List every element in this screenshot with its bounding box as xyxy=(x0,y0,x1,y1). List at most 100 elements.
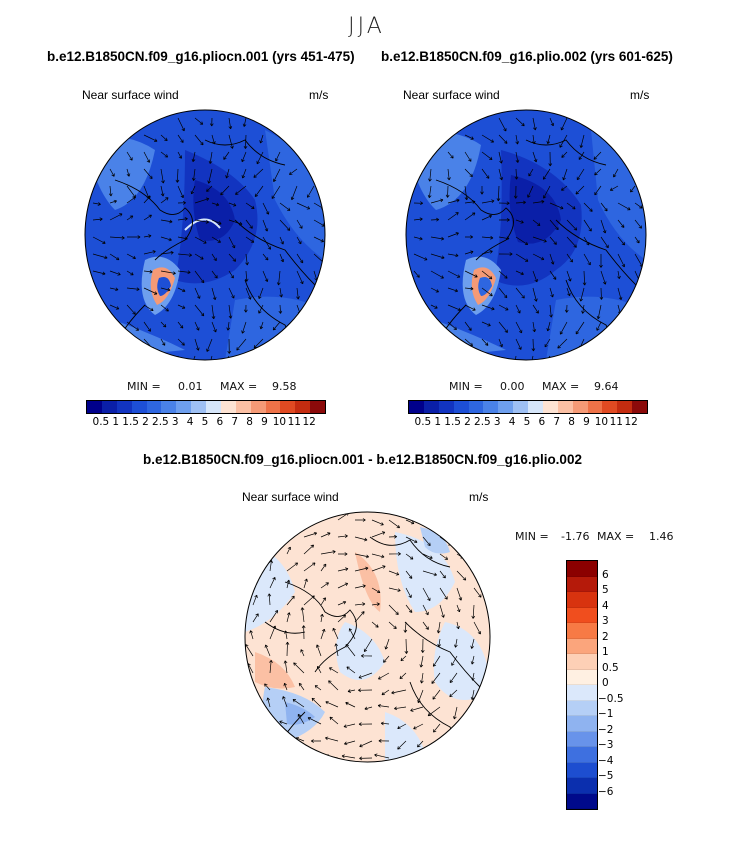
wind-vector-arrow xyxy=(515,270,524,276)
wind-vector-arrow xyxy=(422,587,431,602)
wind-vector-arrow xyxy=(439,587,448,600)
wind-vector-arrow xyxy=(447,321,457,331)
wind-vector-arrow xyxy=(600,270,607,285)
wind-vector-arrow xyxy=(419,655,424,668)
wind-vector-arrow xyxy=(431,672,441,684)
wind-vector-arrow xyxy=(289,168,298,175)
wind-vector-arrow xyxy=(464,168,473,178)
colorbar-tick-label: −4 xyxy=(598,754,614,767)
wind-vector-arrow xyxy=(422,553,433,559)
wind-vector-arrow xyxy=(341,754,356,759)
wind-vector-arrow xyxy=(439,553,449,560)
wind-vector-arrow xyxy=(481,235,494,240)
wind-vector-arrow xyxy=(413,723,424,730)
wind-vector-arrow xyxy=(594,185,602,196)
wind-vector-arrow xyxy=(358,688,373,693)
colorbar-swatch xyxy=(567,747,597,763)
wind-vector-arrow xyxy=(583,236,590,246)
wind-vector-arrow xyxy=(320,550,336,555)
wind-vector-arrow xyxy=(543,185,551,199)
colorbar-tick-label: 6 xyxy=(538,416,546,428)
wind-vector-arrow xyxy=(515,304,521,314)
wind-vector-arrow xyxy=(371,621,379,628)
wind-vector-arrow xyxy=(447,232,459,238)
wind-vector-arrow xyxy=(243,134,248,149)
wind-vector-arrow xyxy=(579,287,585,302)
wind-vector-arrow xyxy=(296,270,304,285)
wind-vector-arrow xyxy=(259,134,264,144)
wind-vector-arrow xyxy=(470,689,475,701)
colorbar-swatch xyxy=(453,401,469,413)
wind-vector-arrow xyxy=(160,236,172,242)
wind-vector-arrow xyxy=(325,736,339,742)
wind-vector-arrow xyxy=(227,338,232,354)
wind-vector-arrow xyxy=(297,713,305,725)
wind-vector-arrow xyxy=(371,602,380,606)
wind-vector-arrow xyxy=(320,532,331,538)
wind-vector-arrow xyxy=(561,151,568,158)
colorbar-swatch xyxy=(567,716,597,732)
wind-vector-arrow xyxy=(92,270,106,276)
wind-vector-arrow xyxy=(465,235,474,239)
wind-vector-arrow xyxy=(583,202,593,212)
wind-vector-arrow xyxy=(566,219,578,231)
wind-vector-arrow xyxy=(561,185,568,191)
wind-vector-arrow xyxy=(269,577,276,589)
wind-vector-arrow xyxy=(358,672,373,679)
wind-vector-arrow xyxy=(464,286,474,291)
colorbar-tick-label: 7 xyxy=(553,416,561,428)
panel3-min-label: MIN = xyxy=(515,530,549,543)
wind-vector-arrow xyxy=(430,236,445,241)
colorbar-swatch xyxy=(567,623,597,639)
wind-vector-arrow xyxy=(532,134,536,145)
wind-vector-arrow xyxy=(211,253,217,262)
wind-vector-arrow xyxy=(473,621,482,635)
wind-vector-arrow xyxy=(228,287,235,299)
colorbar-swatch xyxy=(87,401,102,413)
wind-vector-arrow xyxy=(290,185,298,201)
wind-vector-arrow xyxy=(549,236,557,245)
colorbar-swatch xyxy=(617,401,633,413)
colorbar-swatch xyxy=(567,793,597,809)
wind-vector-arrow xyxy=(310,739,321,743)
wind-vector-arrow xyxy=(332,627,339,640)
wind-vector-arrow xyxy=(92,217,103,222)
wind-vector-arrow xyxy=(422,536,431,547)
panel2-min-label: MIN = xyxy=(449,380,483,393)
wind-vector-arrow xyxy=(328,667,339,674)
wind-vector-arrow xyxy=(354,602,366,606)
wind-vector-arrow xyxy=(596,304,602,320)
wind-vector-arrow xyxy=(566,287,571,297)
wind-vector-arrow xyxy=(383,655,390,663)
wind-vector-arrow xyxy=(630,185,636,193)
wind-vector-arrow xyxy=(439,570,446,579)
colorbar-tick-label: 1 xyxy=(602,646,609,658)
wind-vector-arrow xyxy=(329,716,339,725)
wind-vector-arrow xyxy=(338,552,348,556)
wind-vector-arrow xyxy=(211,202,220,207)
wind-vector-arrow xyxy=(143,151,151,163)
colorbar-swatch xyxy=(567,685,597,701)
wind-vector-arrow xyxy=(343,723,356,728)
wind-vector-arrow xyxy=(258,287,264,299)
wind-vector-arrow xyxy=(397,723,407,730)
wind-vector-arrow xyxy=(241,168,247,179)
wind-vector-arrow xyxy=(498,252,513,256)
wind-vector-arrow xyxy=(456,570,467,581)
colorbar-tick-label: 0 xyxy=(602,677,609,689)
colorbar-tick-label: −0.5 xyxy=(598,692,624,705)
wind-vector-arrow xyxy=(381,689,390,696)
wind-vector-arrow xyxy=(228,117,233,130)
colorbar-swatch xyxy=(438,401,454,413)
wind-vector-arrow xyxy=(206,185,213,192)
wind-vector-arrow xyxy=(514,168,519,180)
panel2-variable-label: Near surface wind xyxy=(403,88,500,102)
wind-vector-arrow xyxy=(354,553,370,559)
wind-vector-arrow xyxy=(344,740,356,746)
wind-vector-arrow xyxy=(532,219,541,226)
panel3-units-label: m/s xyxy=(469,490,489,504)
wind-vector-arrow xyxy=(126,253,136,260)
colorbar-tick-label: 6 xyxy=(216,416,224,428)
wind-vector-arrow xyxy=(413,253,428,261)
wind-vector-arrow xyxy=(228,219,243,226)
